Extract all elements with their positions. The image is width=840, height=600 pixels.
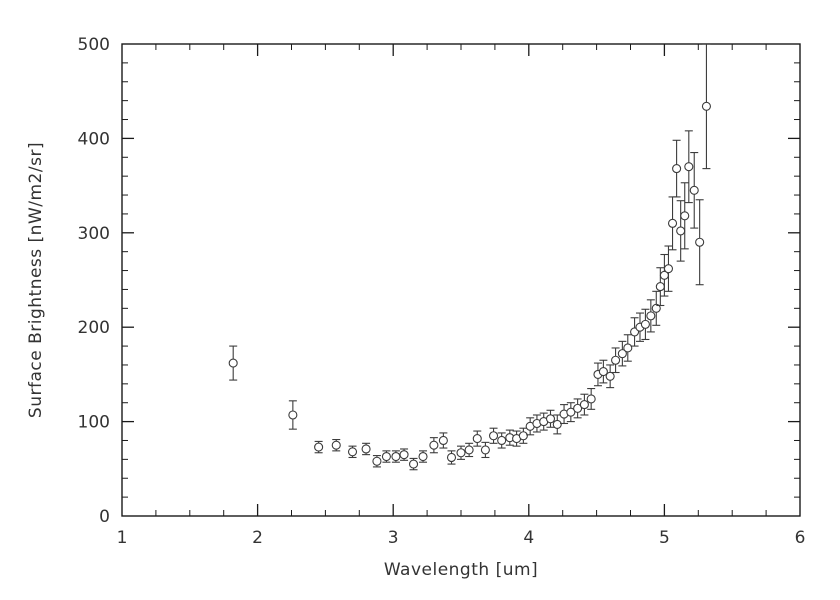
svg-text:200: 200 [78,318,110,338]
svg-text:5: 5 [659,528,670,548]
svg-text:4: 4 [523,528,534,548]
svg-text:6: 6 [795,528,806,548]
svg-text:400: 400 [78,129,110,149]
svg-text:300: 300 [78,224,110,244]
x-axis-label: Wavelength [um] [383,560,539,580]
svg-text:500: 500 [78,35,110,55]
y-axis-label: Surface Brightness [nW/m2/sr] [26,141,46,419]
svg-text:1: 1 [117,528,128,548]
svg-text:0: 0 [99,507,110,527]
svg-text:3: 3 [388,528,399,548]
svg-text:100: 100 [78,413,110,433]
svg-text:2: 2 [252,528,263,548]
